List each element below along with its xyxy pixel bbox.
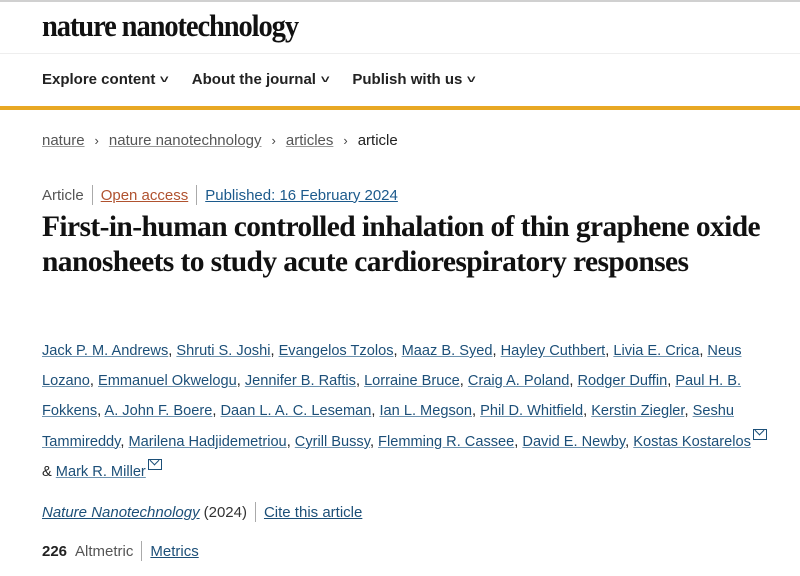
- divider: [141, 541, 143, 561]
- author-link[interactable]: Ian L. Megson: [379, 403, 472, 420]
- chevron-down-icon: ˅: [467, 73, 477, 86]
- chevron-down-icon: ˅: [320, 73, 330, 86]
- publication-year: (2024): [203, 503, 247, 521]
- author-link[interactable]: Marilena Hadjidemetriou: [128, 433, 287, 450]
- author-link[interactable]: Paul H. B. Fokkens: [42, 373, 742, 420]
- author-joiner: &: [42, 463, 52, 480]
- author-link[interactable]: Maaz B. Syed: [401, 343, 493, 359]
- author-link[interactable]: Shruti S. Joshi: [176, 343, 271, 359]
- nav-label: Publish with us: [352, 71, 463, 88]
- divider: [91, 185, 93, 205]
- main-nav: Explore content ˅ About the journal ˅ Publ…: [42, 71, 477, 88]
- author-link[interactable]: Kerstin Ziegler: [591, 403, 685, 420]
- nav-about-journal[interactable]: About the journal ˅: [191, 71, 330, 88]
- author-link[interactable]: Livia E. Crica: [613, 343, 700, 359]
- top-border: [0, 0, 800, 2]
- altmetric-score: 226: [42, 542, 68, 560]
- chevron-right-icon: ›: [271, 133, 276, 148]
- chevron-right-icon: ›: [343, 133, 348, 148]
- nav-explore-content[interactable]: Explore content ˅: [42, 71, 170, 88]
- author-link[interactable]: Mark R. Miller: [55, 463, 146, 480]
- journal-link[interactable]: Nature Nanotechnology: [42, 503, 200, 521]
- author-link[interactable]: Craig A. Poland: [467, 373, 570, 390]
- author-link[interactable]: Flemming R. Cassee: [378, 433, 515, 450]
- breadcrumb: nature › nature nanotechnology › article…: [42, 132, 398, 149]
- chevron-right-icon: ›: [94, 133, 99, 148]
- author-link[interactable]: David E. Newby: [522, 433, 626, 450]
- author-link[interactable]: Emmanuel Okwelogu: [98, 373, 237, 390]
- author-link[interactable]: Rodger Duffin: [577, 373, 668, 390]
- author-link[interactable]: Lorraine Bruce: [364, 373, 460, 390]
- nav-publish-with-us[interactable]: Publish with us ˅: [352, 71, 477, 88]
- open-access-link[interactable]: Open access: [100, 186, 189, 204]
- divider: [196, 185, 198, 205]
- journal-logo[interactable]: nature nanotechnology: [42, 8, 299, 43]
- metrics-line: 226 Altmetric Metrics: [42, 541, 199, 561]
- citation-line: Nature Nanotechnology (2024) Cite this a…: [42, 502, 362, 522]
- cite-article-link[interactable]: Cite this article: [263, 503, 363, 521]
- author-link[interactable]: Hayley Cuthbert: [500, 343, 606, 359]
- breadcrumb-current: article: [357, 132, 398, 149]
- author-link[interactable]: Jennifer B. Raftis: [244, 373, 356, 390]
- divider: [254, 502, 256, 522]
- nav-label: Explore content: [42, 71, 156, 88]
- author-link[interactable]: Evangelos Tzolos: [278, 343, 394, 359]
- accent-bar: [0, 106, 800, 110]
- breadcrumb-articles[interactable]: articles: [285, 132, 334, 149]
- chevron-down-icon: ˅: [160, 73, 170, 86]
- author-link[interactable]: Daan L. A. C. Leseman: [220, 403, 372, 420]
- breadcrumb-nature-nanotechnology[interactable]: nature nanotechnology: [108, 132, 262, 149]
- email-icon[interactable]: [147, 458, 162, 470]
- article-type: Article: [42, 186, 84, 204]
- author-link[interactable]: Phil D. Whitfield: [480, 403, 584, 420]
- author-link[interactable]: Cyrill Bussy: [294, 433, 370, 450]
- metrics-link[interactable]: Metrics: [150, 542, 199, 560]
- altmetric-label: Altmetric: [75, 542, 134, 560]
- article-title: First-in-human controlled inhalation of …: [42, 211, 761, 278]
- breadcrumb-nature[interactable]: nature: [42, 132, 85, 149]
- email-icon[interactable]: [752, 428, 767, 440]
- published-date-link[interactable]: Published: 16 February 2024: [205, 186, 398, 204]
- nav-label: About the journal: [191, 71, 316, 88]
- author-link[interactable]: Jack P. M. Andrews: [42, 343, 169, 359]
- author-link[interactable]: Neus Lozano: [42, 343, 742, 390]
- author-link[interactable]: Seshu Tammireddy: [42, 403, 734, 450]
- divider: [0, 53, 800, 54]
- author-link[interactable]: A. John F. Boere: [104, 403, 213, 420]
- article-meta: Article Open access Published: 16 Februa…: [42, 185, 398, 205]
- author-link[interactable]: Kostas Kostarelos: [633, 433, 751, 450]
- author-list: Jack P. M. Andrews, Shruti S. Joshi, Eva…: [42, 336, 767, 487]
